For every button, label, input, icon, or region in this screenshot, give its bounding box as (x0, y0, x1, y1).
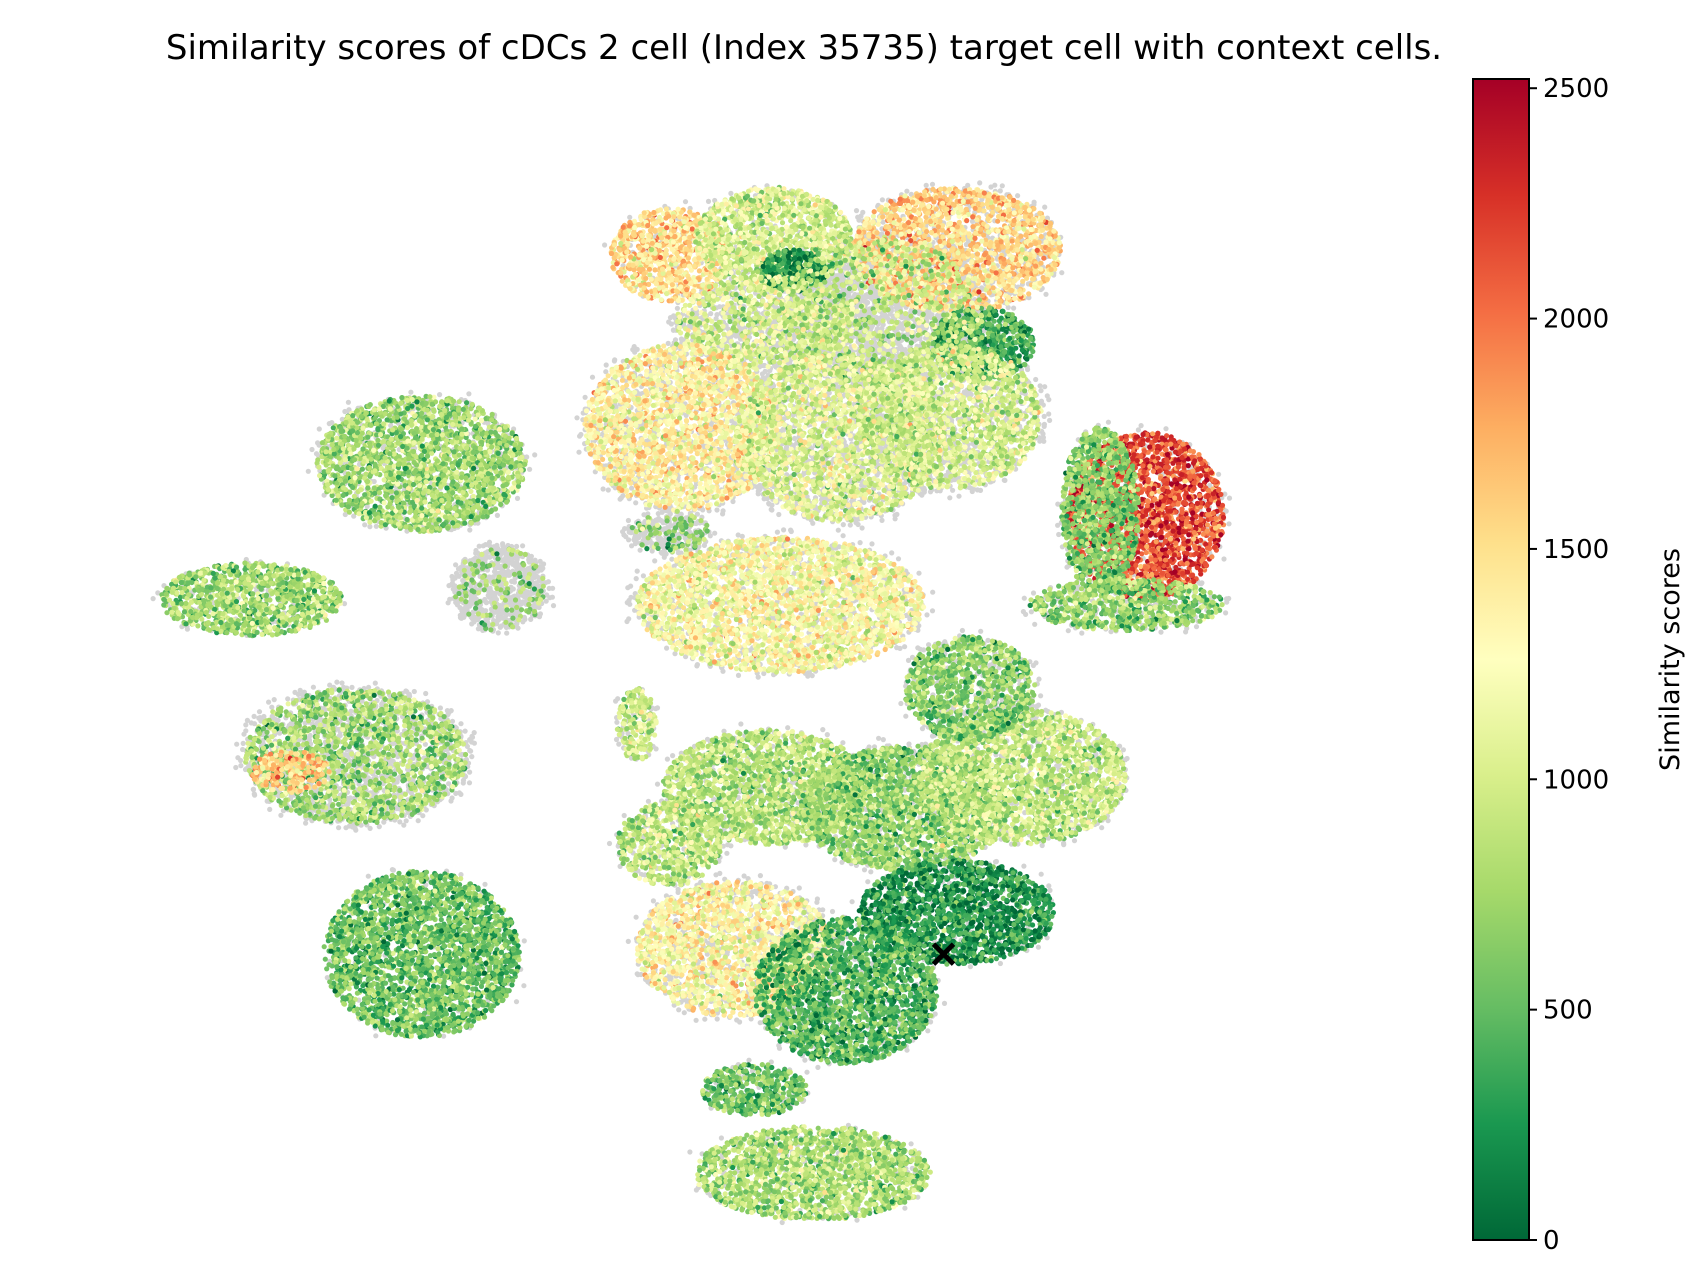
background-cell-point (717, 304, 722, 309)
background-cell-point (1043, 292, 1048, 297)
background-cell-point (1015, 193, 1020, 198)
background-cell-point (930, 182, 935, 187)
background-cell-point (728, 191, 733, 196)
background-cell-point (1042, 205, 1047, 210)
scatter-plot-area (151, 180, 1233, 1225)
background-cell-point (988, 184, 993, 189)
background-cell-point (977, 180, 982, 185)
background-cell-point (1006, 305, 1011, 310)
background-cell-point (839, 273, 844, 278)
background-cell-point (602, 242, 607, 247)
background-cell-point (669, 321, 674, 326)
background-cell-point (714, 312, 719, 317)
chart-title: Similarity scores of cDCs 2 cell (Index … (166, 28, 1442, 68)
background-cell-point (1000, 183, 1005, 188)
background-cell-point (675, 306, 680, 311)
background-cell-point (899, 346, 904, 351)
background-cell-point (671, 327, 676, 332)
background-cell-point (904, 189, 909, 194)
background-cell-point (854, 208, 859, 213)
background-cell-point (683, 199, 688, 204)
background-cell-point (998, 188, 1003, 193)
background-cell-point (880, 197, 885, 202)
background-cell-point (1011, 306, 1016, 311)
background-cell-point (1059, 270, 1064, 275)
background-cell-point (601, 486, 606, 491)
background-cell-point (1032, 200, 1037, 205)
background-cell-point (924, 183, 929, 188)
background-cell-point (867, 295, 872, 300)
background-cell-point (627, 215, 632, 220)
background-cell-point (604, 362, 609, 367)
background-cell-point (970, 219, 975, 224)
background-cell-point (706, 199, 711, 204)
background-cell-point (590, 375, 595, 380)
